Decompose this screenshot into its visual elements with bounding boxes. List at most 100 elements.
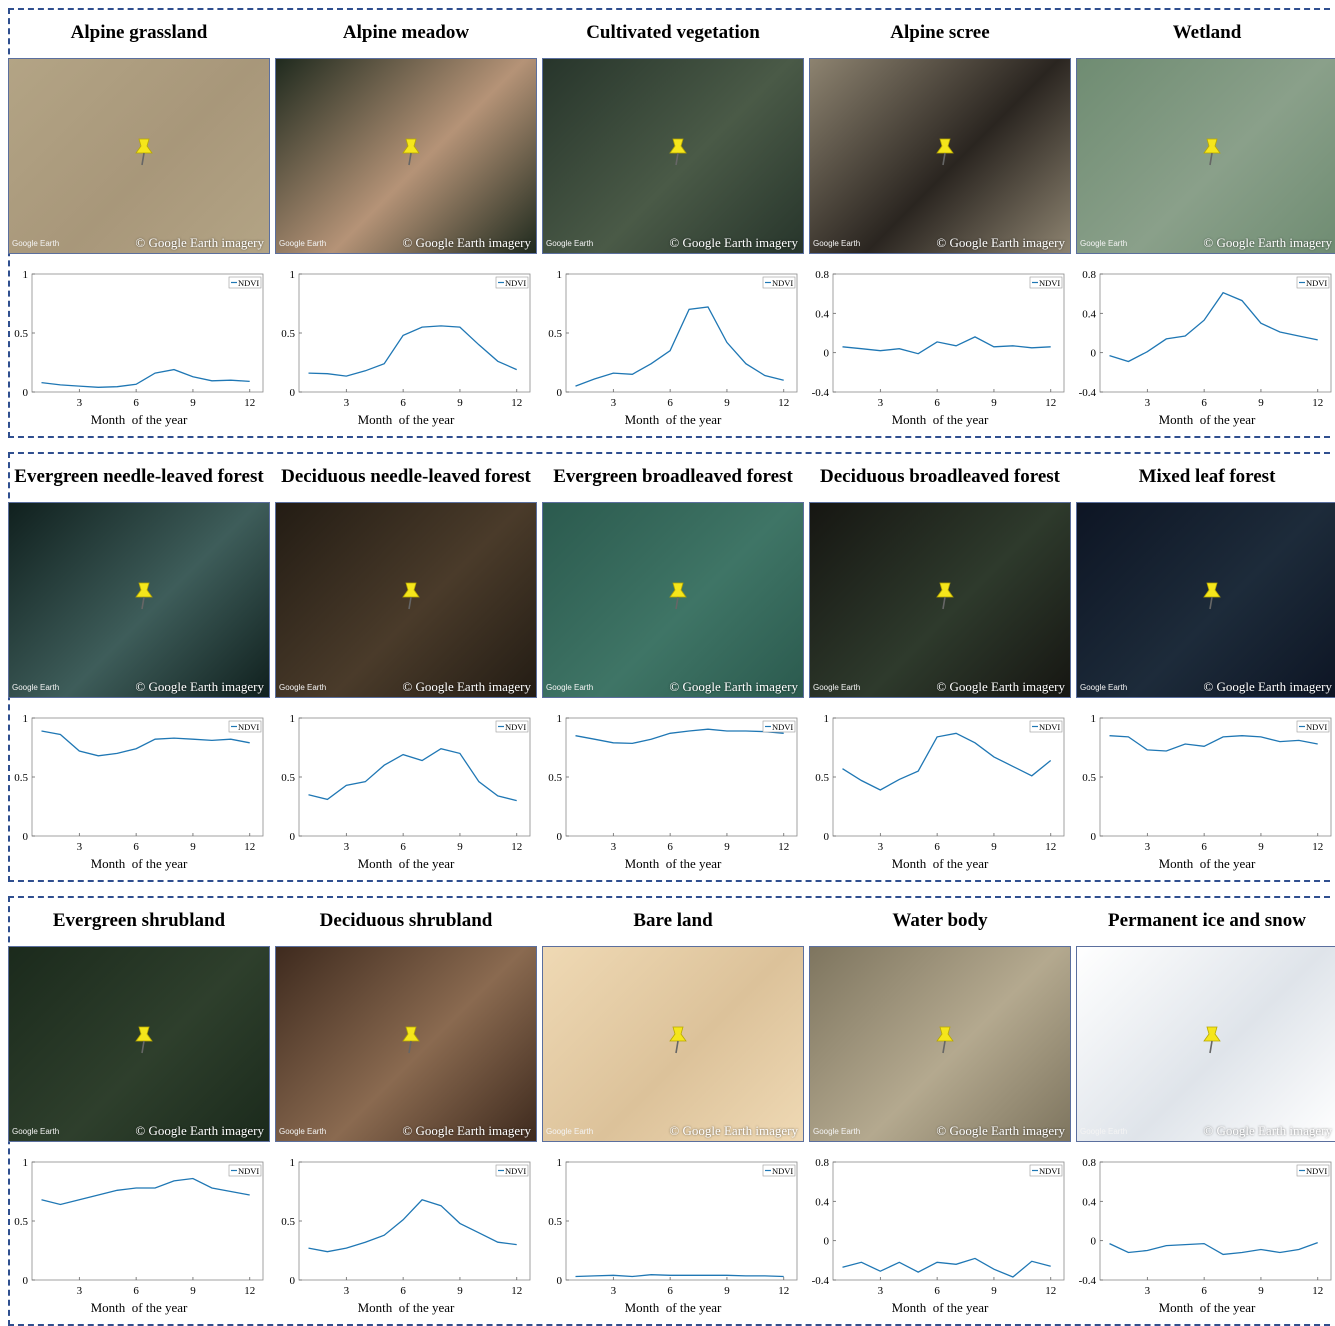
satellite-image: Google Earth © Google Earth imagery xyxy=(542,502,804,698)
imagery-credit: © Google Earth imagery xyxy=(135,1123,264,1138)
satellite-image: Google Earth © Google Earth imagery xyxy=(275,58,537,254)
legend-box xyxy=(1296,1164,1330,1177)
ndvi-line-chart: -0.4 0 0.4 0.8 3 6 9 12 NDVI xyxy=(812,269,1065,409)
panel-9: Mixed leaf forest Google Earth © Google Ea… xyxy=(1076,452,1335,872)
panel-2: Cultivated vegetation Google Earth © Googl… xyxy=(542,8,804,428)
imagery-credit: © Google Earth imagery xyxy=(669,679,798,694)
y-tick-label: -0.4 xyxy=(812,387,830,399)
panel-title: Alpine scree xyxy=(890,22,990,43)
y-tick-label: 1 xyxy=(1091,713,1097,725)
satellite-image: Google Earth © Google Earth imagery xyxy=(8,502,270,698)
google-earth-watermark: Google Earth xyxy=(12,239,60,248)
x-axis-label: Month of the year xyxy=(90,1300,188,1315)
plot-frame xyxy=(298,1161,531,1281)
google-earth-watermark: Google Earth xyxy=(813,1127,861,1136)
pushpin-icon xyxy=(669,582,687,610)
x-tick-label: 3 xyxy=(77,397,83,409)
x-axis-label: Month of the year xyxy=(624,856,722,871)
y-tick-label: 0.5 xyxy=(281,328,295,340)
satellite-image: Google Earth © Google Earth imagery xyxy=(8,58,270,254)
satellite-image: Google Earth © Google Earth imagery xyxy=(1076,502,1335,698)
y-tick-label: -0.4 xyxy=(812,1275,830,1287)
legend-label: NDVI xyxy=(1306,1166,1327,1176)
x-tick-label: 6 xyxy=(133,841,139,853)
y-tick-label: 0.5 xyxy=(1082,772,1096,784)
x-tick-label: 9 xyxy=(457,841,463,853)
x-tick-label: 6 xyxy=(934,397,940,409)
x-tick-label: 12 xyxy=(511,397,522,409)
y-tick-label: -0.4 xyxy=(1079,387,1097,399)
legend-label: NDVI xyxy=(238,722,259,732)
y-tick-label: 1 xyxy=(290,269,296,281)
x-tick-label: 12 xyxy=(244,841,255,853)
legend-box xyxy=(228,720,262,733)
x-tick-label: 12 xyxy=(1045,1285,1056,1297)
ndvi-series-line xyxy=(575,728,784,745)
legend-box xyxy=(1296,720,1330,733)
x-tick-label: 6 xyxy=(1201,397,1207,409)
x-tick-label: 6 xyxy=(934,1285,940,1297)
panel-title: Evergreen shrubland xyxy=(52,910,226,931)
y-tick-label: -0.4 xyxy=(1079,1275,1097,1287)
ndvi-series-line xyxy=(41,1177,250,1206)
y-tick-label: 1 xyxy=(557,269,563,281)
pushpin-icon xyxy=(135,138,153,166)
x-tick-label: 6 xyxy=(400,841,406,853)
x-axis-label: Month of the year xyxy=(1158,1300,1256,1315)
ndvi-line-chart: 0 0.5 1 3 6 9 12 NDVI xyxy=(14,713,264,853)
imagery-credit: © Google Earth imagery xyxy=(402,679,531,694)
legend-label: NDVI xyxy=(1306,722,1327,732)
y-tick-label: 1 xyxy=(557,1157,563,1169)
panel-title: Deciduous needle-leaved forest xyxy=(281,466,531,487)
ndvi-line-chart: 0 0.5 1 3 6 9 12 NDVI xyxy=(548,269,798,409)
imagery-credit: © Google Earth imagery xyxy=(1203,235,1332,250)
ndvi-series-line xyxy=(1109,735,1318,752)
panel-5: Evergreen needle-leaved forest Google Ear… xyxy=(8,452,270,872)
ndvi-series-line xyxy=(308,325,517,377)
legend-label: NDVI xyxy=(238,278,259,288)
x-axis-label: Month of the year xyxy=(891,412,989,427)
panel-10: Evergreen shrubland Google Earth © Google … xyxy=(8,896,270,1316)
x-tick-label: 6 xyxy=(667,397,673,409)
y-tick-label: 0.4 xyxy=(1082,308,1096,320)
x-tick-label: 12 xyxy=(1045,841,1056,853)
y-tick-label: 0 xyxy=(23,831,29,843)
ndvi-series-line xyxy=(842,732,1052,791)
imagery-credit: © Google Earth imagery xyxy=(1203,1123,1332,1138)
x-tick-label: 12 xyxy=(1045,397,1056,409)
legend-label: NDVI xyxy=(1039,278,1060,288)
y-tick-label: 0.5 xyxy=(281,772,295,784)
pushpin-icon xyxy=(936,138,954,166)
legend-label: NDVI xyxy=(505,1166,526,1176)
google-earth-watermark: Google Earth xyxy=(1080,1127,1128,1136)
x-tick-label: 12 xyxy=(778,1285,789,1297)
x-tick-label: 3 xyxy=(611,397,617,409)
legend-label: NDVI xyxy=(772,1166,793,1176)
satellite-image: Google Earth © Google Earth imagery xyxy=(542,58,804,254)
x-tick-label: 3 xyxy=(344,397,350,409)
panel-title: Alpine grassland xyxy=(70,22,208,43)
y-tick-label: 1 xyxy=(23,713,29,725)
y-tick-label: 0 xyxy=(824,831,830,843)
google-earth-watermark: Google Earth xyxy=(1080,239,1128,248)
x-tick-label: 9 xyxy=(1258,841,1264,853)
ndvi-series-line xyxy=(308,1199,517,1253)
x-tick-label: 6 xyxy=(1201,841,1207,853)
ndvi-line-chart: 0 0.5 1 3 6 9 12 NDVI xyxy=(14,269,264,409)
x-tick-label: 12 xyxy=(778,841,789,853)
legend-label: NDVI xyxy=(505,278,526,288)
x-tick-label: 9 xyxy=(1258,397,1264,409)
imagery-credit: © Google Earth imagery xyxy=(135,235,264,250)
y-tick-label: 0 xyxy=(557,1275,563,1287)
y-tick-label: 0 xyxy=(824,1236,830,1248)
y-tick-label: 0 xyxy=(290,1275,296,1287)
google-earth-watermark: Google Earth xyxy=(12,1127,60,1136)
plot-frame xyxy=(832,273,1065,393)
x-tick-label: 6 xyxy=(934,841,940,853)
x-axis-label: Month of the year xyxy=(357,1300,455,1315)
y-tick-label: 0 xyxy=(1091,831,1097,843)
panel-title: Mixed leaf forest xyxy=(1138,466,1276,487)
y-tick-label: 1 xyxy=(824,713,830,725)
plot-frame xyxy=(565,273,798,393)
panel-title: Deciduous shrubland xyxy=(319,910,493,931)
